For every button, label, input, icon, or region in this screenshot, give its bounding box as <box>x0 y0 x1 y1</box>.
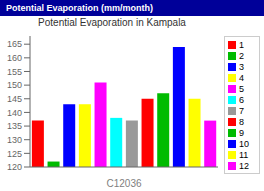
html-text:5: 5 <box>239 83 244 94</box>
svg-text:150: 150 <box>8 80 22 90</box>
svg-text:165: 165 <box>8 39 22 49</box>
svg-text:140: 140 <box>8 108 22 118</box>
svg-text:130: 130 <box>8 135 22 145</box>
html-text:7: 7 <box>239 105 244 116</box>
svg-text:135: 135 <box>8 121 22 131</box>
html-text:3: 3 <box>239 61 244 72</box>
html-text:1: 1 <box>239 39 244 50</box>
html-text:2: 2 <box>239 50 244 61</box>
svg-text:C12036: C12036 <box>106 178 141 189</box>
svg-text:155: 155 <box>8 67 22 77</box>
html-text:6: 6 <box>239 94 244 105</box>
html-text:9: 9 <box>239 127 244 138</box>
html-text:8: 8 <box>239 116 244 127</box>
svg-text:160: 160 <box>8 53 22 63</box>
html-text:12: 12 <box>239 160 249 171</box>
svg-text:125: 125 <box>8 149 22 159</box>
html-text:Potential Evaporation in Kampa: Potential Evaporation in Kampala <box>38 17 186 28</box>
svg-text:145: 145 <box>8 94 22 104</box>
html-text:4: 4 <box>239 72 244 83</box>
html-text:10: 10 <box>239 138 249 149</box>
svg-text:120: 120 <box>8 162 22 172</box>
html-text:Potential Evaporation (mm/mont: Potential Evaporation (mm/month) <box>6 3 153 13</box>
html-text:11: 11 <box>239 149 249 160</box>
